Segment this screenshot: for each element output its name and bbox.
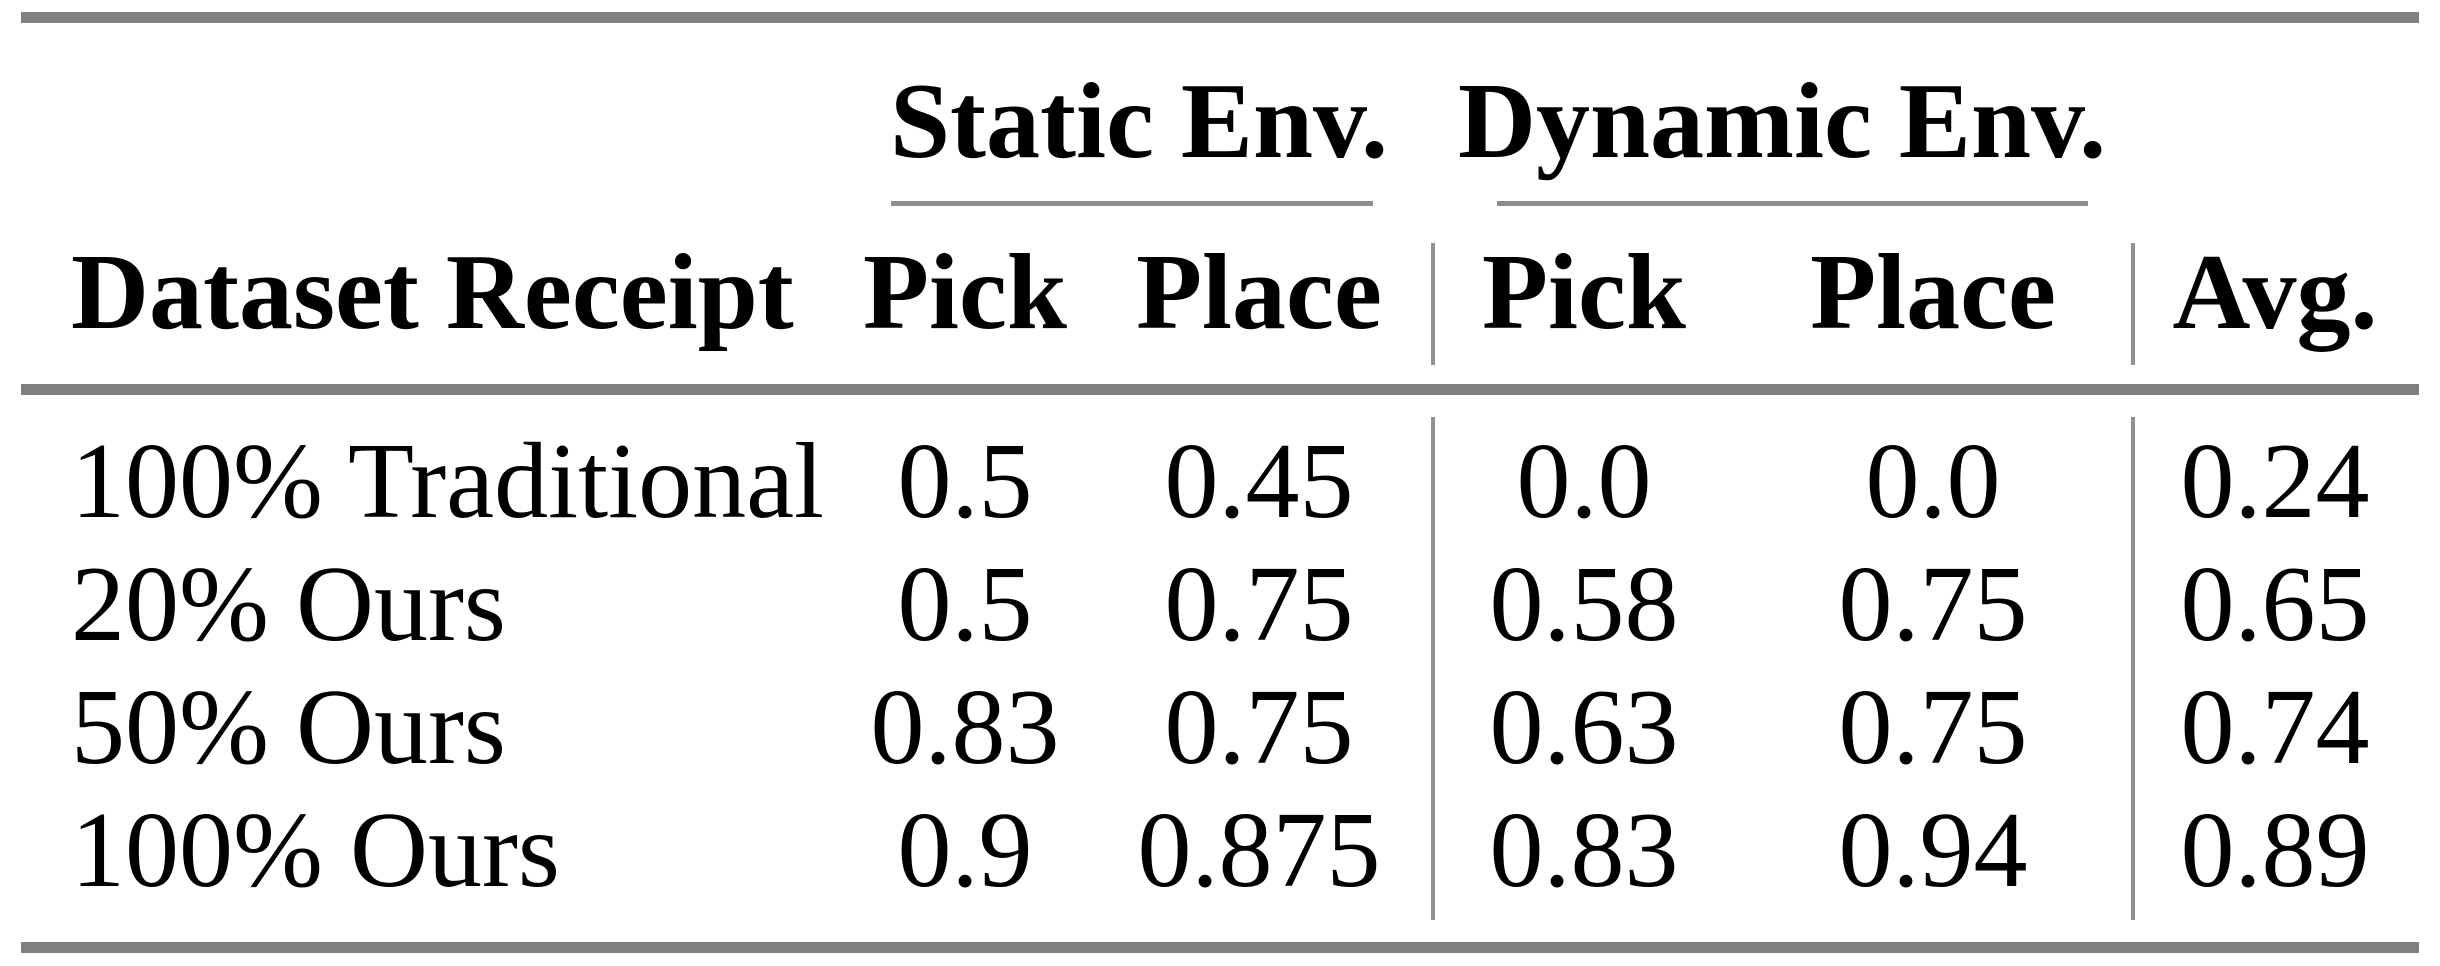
vertical-rule-dynamic-avg-header [2131,243,2135,365]
table-row: 20% Ours 0.5 0.75 0.58 0.75 0.65 [21,543,2419,666]
cell-value: 0.5 [897,544,1033,664]
spacer-cell [21,912,2419,942]
cell-value: 0.75 [1164,544,1354,664]
cell-value: 0.0 [1516,421,1652,541]
row-label: 100% Traditional [71,421,825,541]
col-header-dataset-receipt: Dataset Receipt [71,232,794,352]
table-bottomrule [21,942,2419,953]
cell-value: 0.74 [2180,667,2370,787]
cell-value: 0.24 [2180,421,2370,541]
group-header-row: Static Env. Dynamic Env. [21,23,2419,201]
vertical-rule-static-dynamic-header [1431,243,1435,365]
cell-value: 0.0 [1865,421,2001,541]
table-row: 100% Ours 0.9 0.875 0.83 0.94 0.89 [21,789,2419,912]
group-header-spacer-left [21,23,845,201]
group-header-static-env: Static Env. [889,62,1389,181]
row-label: 100% Ours [71,790,560,910]
cell-value: 0.63 [1489,667,1679,787]
col-header-static-place: Place [1136,232,1382,352]
cell-value: 0.83 [1489,790,1679,910]
cell-value: 0.58 [1489,544,1679,664]
row-label: 20% Ours [71,544,506,664]
cell-value: 0.9 [897,790,1033,910]
cell-value: 0.75 [1838,544,2028,664]
table-row: 50% Ours 0.83 0.75 0.63 0.75 0.74 [21,666,2419,789]
cell-value: 0.65 [2180,544,2370,664]
group-header-spacer-right [2131,23,2419,201]
vertical-rule-dynamic-avg-body [2131,417,2135,920]
spacer-cell [21,384,2419,420]
column-header-row: Dataset Receipt Pick Place Pick Place Av… [21,201,2419,384]
col-header-dynamic-place: Place [1810,232,2056,352]
table-toprule [21,12,2419,23]
row-label: 50% Ours [71,667,506,787]
group-header-dynamic-env: Dynamic Env. [1457,62,2107,181]
cell-value: 0.75 [1838,667,2028,787]
spacer-row [21,384,2419,420]
col-header-dynamic-pick: Pick [1482,232,1686,352]
table-row: 100% Traditional 0.5 0.45 0.0 0.0 0.24 [21,420,2419,543]
vertical-rule-static-dynamic-body [1431,417,1435,920]
cmidrule-static-env [891,201,1373,206]
cell-value: 0.875 [1137,790,1381,910]
cmidrule-dynamic-env [1497,201,2088,206]
col-header-avg: Avg. [2172,232,2378,352]
col-header-static-pick: Pick [863,232,1067,352]
cell-value: 0.75 [1164,667,1354,787]
cell-value: 0.94 [1838,790,2028,910]
results-table: Static Env. Dynamic Env. Dataset Receipt… [21,23,2419,942]
cell-value: 0.89 [2180,790,2370,910]
cell-value: 0.5 [897,421,1033,541]
cell-value: 0.45 [1164,421,1354,541]
end-spacer-row [21,912,2419,942]
table-midrule [21,384,2419,395]
cell-value: 0.83 [870,667,1060,787]
